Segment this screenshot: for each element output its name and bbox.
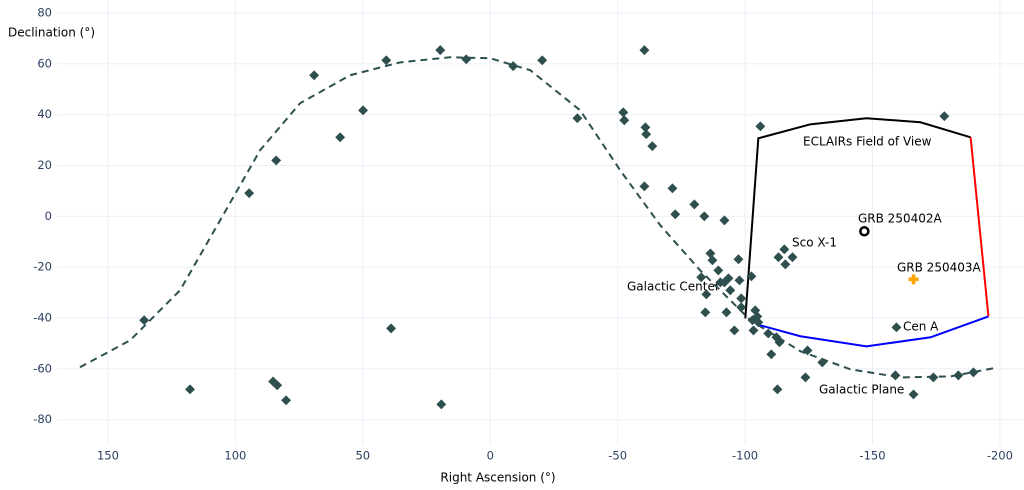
annotation: GRB 250403A (897, 261, 981, 275)
source-marker (763, 328, 774, 339)
y-tick-label: 20 (37, 158, 52, 172)
galactic-plane (79, 56, 994, 379)
y-tick-label: 60 (37, 56, 52, 70)
grb-marker (908, 274, 919, 285)
source-marker (689, 199, 700, 210)
source-marker (719, 215, 730, 226)
source-marker (734, 275, 745, 286)
source-marker (746, 271, 757, 282)
annotation: Galactic Plane (819, 383, 904, 397)
y-tick-label: -60 (33, 361, 52, 375)
source-marker (787, 252, 798, 263)
source-marker (772, 384, 783, 395)
source-marker (667, 183, 678, 194)
source-marker (701, 289, 712, 300)
source-marker (953, 370, 964, 381)
x-tick-label: 0 (487, 449, 494, 463)
y-tick-label: -40 (33, 310, 52, 324)
source-marker (618, 107, 629, 118)
source-marker (699, 211, 710, 222)
source-marker (670, 209, 681, 220)
field-of-view-edge (760, 315, 989, 348)
y-axis-title: Declination (°) (8, 26, 95, 40)
source-marker (139, 315, 150, 326)
annotation: ECLAIRs Field of View (803, 135, 932, 149)
source-marker (537, 55, 548, 66)
x-tick-label: 150 (97, 449, 119, 463)
source-marker (309, 70, 320, 81)
y-tick-label: 40 (37, 107, 52, 121)
source-marker (891, 322, 902, 333)
source-marker (244, 188, 255, 199)
x-tick-label: -100 (732, 449, 758, 463)
annotation: Sco X-1 (792, 236, 837, 250)
source-marker (436, 399, 447, 410)
x-tick-label: -50 (608, 449, 627, 463)
source-marker (736, 293, 747, 304)
source-marker (729, 325, 740, 336)
source-marker (753, 317, 764, 328)
y-tick-label: 0 (45, 209, 52, 223)
field-of-view-edge (744, 117, 971, 319)
source-marker (779, 244, 790, 255)
source-marker (619, 115, 630, 126)
source-marker (508, 61, 519, 72)
source-marker (721, 307, 732, 318)
source-marker (802, 345, 813, 356)
x-tick-label: 50 (355, 449, 370, 463)
source-marker (780, 259, 791, 270)
source-marker (647, 141, 658, 152)
annotation: Galactic Center (627, 280, 720, 294)
x-tick-label: -200 (987, 449, 1013, 463)
source-marker (928, 372, 939, 383)
field-of-view-edge (969, 137, 990, 317)
source-marker (461, 54, 472, 65)
source-marker (696, 272, 707, 283)
y-tick-label: -80 (33, 412, 52, 426)
source-marker (271, 155, 282, 166)
source-marker (725, 285, 736, 296)
grb-marker (859, 226, 870, 237)
source-marker (817, 357, 828, 368)
source-marker (700, 307, 711, 318)
source-marker (736, 302, 747, 313)
source-marker (572, 113, 583, 124)
source-marker (774, 337, 785, 348)
annotation: GRB 250402A (858, 212, 942, 226)
source-marker (939, 111, 950, 122)
source-marker (733, 254, 744, 265)
source-marker (748, 325, 759, 336)
source-marker (773, 252, 784, 263)
y-tick-label: -20 (33, 260, 52, 274)
source-marker (755, 121, 766, 132)
x-tick-label: -150 (859, 449, 885, 463)
source-marker (723, 273, 734, 284)
source-marker (358, 105, 369, 116)
source-marker (281, 395, 292, 406)
source-marker (641, 129, 652, 140)
source-marker (185, 384, 195, 395)
source-marker (707, 255, 718, 266)
source-marker (386, 323, 397, 334)
source-marker (640, 122, 651, 133)
source-marker (335, 132, 346, 143)
source-marker (766, 349, 777, 360)
source-marker (435, 45, 446, 56)
x-tick-label: 100 (224, 449, 246, 463)
x-axis-title: Right Ascension (°) (440, 471, 555, 485)
source-marker (713, 265, 724, 276)
source-marker (639, 181, 650, 192)
source-marker (968, 367, 979, 378)
source-marker (272, 380, 283, 391)
y-tick-label: 80 (37, 6, 52, 20)
source-marker (639, 45, 650, 56)
source-marker (800, 372, 811, 383)
source-marker (908, 389, 919, 400)
annotation: Cen A (903, 320, 939, 334)
source-marker (890, 370, 901, 381)
